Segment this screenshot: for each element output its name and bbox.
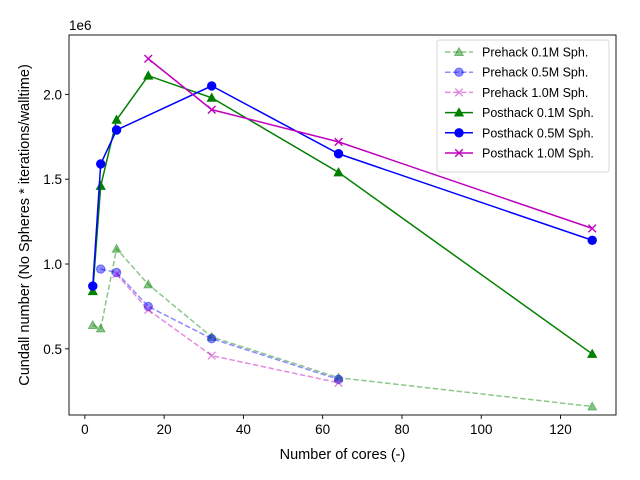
data-point	[587, 224, 597, 233]
legend-label: Posthack 0.5M Sph.	[482, 126, 594, 140]
data-point	[333, 374, 344, 385]
legend-label: Posthack 0.1M Sph.	[482, 106, 594, 120]
data-point	[333, 149, 344, 159]
y-axis-label: Cundall number (No Spheres * iterations/…	[17, 64, 33, 386]
y-offset-label: 1e6	[69, 18, 92, 33]
series-line	[116, 273, 339, 384]
data-point	[112, 269, 121, 279]
legend-label: Posthack 1.0M Sph.	[482, 147, 594, 161]
series-posthack-0-5m-sph	[88, 81, 597, 291]
x-tick-label: 100	[470, 422, 493, 437]
data-point	[111, 243, 122, 253]
x-tick-label: 60	[315, 422, 330, 437]
series-line	[92, 85, 593, 287]
legend-box	[436, 39, 610, 173]
legend-item: Posthack 0.5M Sph.	[445, 126, 594, 140]
series-prehack-1-0m-sph	[112, 269, 343, 388]
y-axis-ticks: 0.5 1.0 1.5 2.0	[43, 87, 69, 357]
data-point	[111, 125, 122, 135]
data-point	[143, 279, 154, 289]
series-line	[147, 58, 593, 230]
legend-marker	[454, 128, 464, 138]
legend-marker	[454, 148, 464, 158]
data-point	[143, 54, 153, 64]
data-point	[95, 180, 106, 190]
x-tick-label: 20	[157, 422, 172, 437]
data-point	[111, 114, 122, 124]
x-tick-label: 0	[81, 422, 89, 437]
data-point	[333, 167, 344, 177]
data-point	[143, 301, 153, 312]
data-point	[334, 378, 343, 388]
legend-item: Prehack 0.5M Sph.	[445, 66, 588, 80]
y-tick-label: 1.5	[43, 172, 62, 187]
x-axis-ticks: 0 20 40 60 80 100 120	[81, 415, 572, 437]
data-point	[587, 348, 598, 358]
data-point	[143, 305, 153, 315]
series-line	[100, 268, 339, 381]
series-posthack-0-1m-sph	[87, 70, 598, 358]
series-posthack-1-0m-sph	[143, 54, 597, 233]
data-point	[143, 70, 154, 80]
data-point	[206, 333, 217, 344]
legend-item: Prehack 0.1M Sph.	[445, 46, 588, 60]
y-tick-label: 0.5	[43, 342, 62, 357]
series-marks	[87, 54, 598, 411]
data-point	[95, 323, 106, 333]
data-point	[207, 351, 216, 360]
data-point	[206, 81, 217, 91]
data-point	[87, 319, 98, 330]
legend-marker	[454, 67, 464, 77]
legend-item: Posthack 0.1M Sph.	[445, 106, 594, 120]
legend-marker	[453, 107, 465, 117]
data-point	[206, 331, 217, 341]
series-line	[92, 247, 593, 408]
x-axis-label: Number of cores (-)	[280, 447, 406, 463]
data-point	[96, 159, 106, 169]
x-tick-label: 40	[236, 422, 251, 437]
legend-label: Prehack 0.1M Sph.	[482, 46, 588, 60]
y-tick-label: 2.0	[43, 87, 62, 102]
x-tick-label: 80	[394, 422, 409, 437]
legend-item: Prehack 1.0M Sph.	[445, 86, 588, 100]
legend-item: Posthack 1.0M Sph.	[445, 147, 594, 161]
legend-marker	[453, 46, 465, 56]
y-tick-label: 1.0	[43, 257, 62, 272]
plot-area	[68, 34, 617, 416]
data-point	[587, 235, 597, 245]
x-tick-label: 120	[549, 422, 572, 437]
legend-label: Prehack 1.0M Sph.	[482, 86, 588, 100]
legend: Prehack 0.1M Sph. Prehack 0.5M Sph. Prehac…	[436, 39, 610, 173]
data-point	[206, 92, 217, 102]
data-point	[333, 372, 344, 382]
series-prehack-0-5m-sph	[96, 264, 344, 385]
data-point	[111, 267, 122, 278]
data-point	[587, 401, 598, 411]
data-point	[207, 105, 216, 114]
legend-label: Prehack 0.5M Sph.	[482, 66, 588, 80]
data-point	[334, 137, 343, 147]
axes-frame	[68, 34, 617, 416]
data-point	[88, 281, 98, 291]
legend-marker	[454, 88, 464, 97]
series-prehack-0-1m-sph	[87, 243, 598, 411]
data-point	[96, 264, 106, 274]
